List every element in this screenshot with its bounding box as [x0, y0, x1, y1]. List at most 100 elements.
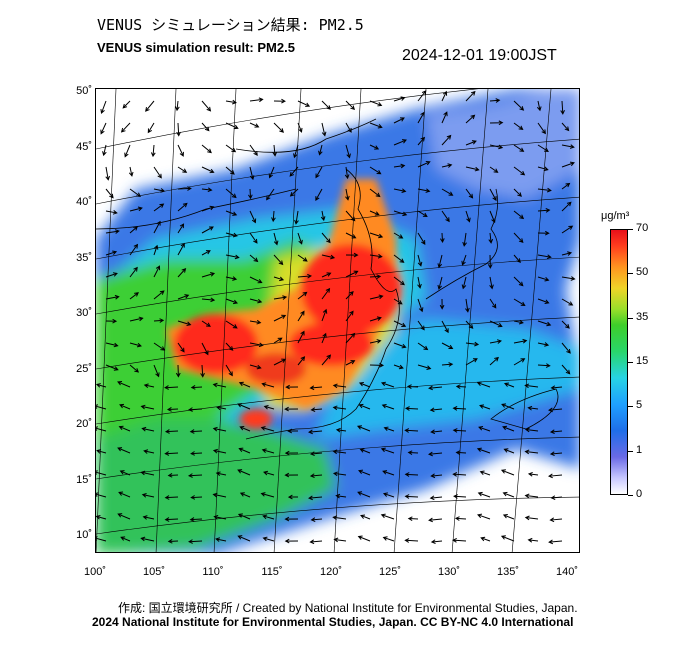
wind-arrow [96, 492, 107, 498]
wind-arrow [225, 122, 239, 130]
wind-arrow [513, 166, 526, 176]
wind-arrow [237, 403, 251, 410]
wind-arrow [177, 144, 184, 157]
wind-arrow [225, 254, 240, 260]
wind-arrow [321, 232, 331, 244]
wind-arrow [297, 273, 312, 279]
wind-arrow [380, 447, 395, 454]
wind-arrow [537, 363, 551, 368]
wind-arrow [141, 426, 155, 432]
wind-arrow [201, 297, 216, 303]
wind-arrow [129, 316, 144, 322]
wind-arrow [369, 210, 380, 216]
wind-arrow [487, 254, 493, 269]
wind-arrow [201, 100, 212, 112]
wind-arrow [404, 472, 419, 477]
wind-arrow [489, 98, 501, 103]
wind-arrow [333, 537, 347, 543]
wind-arrow [369, 339, 382, 344]
wind-arrow [476, 447, 491, 454]
wind-arrow [369, 100, 383, 107]
wind-arrow [129, 342, 142, 348]
wind-arrow [369, 144, 380, 150]
wind-arrow [332, 449, 347, 455]
wind-arrow [465, 298, 470, 313]
wind-arrow [503, 448, 515, 454]
wind-arrow [177, 202, 188, 212]
wind-arrow [177, 186, 192, 191]
wind-arrow [429, 495, 443, 501]
wind-arrow [177, 242, 185, 256]
wind-arrow [273, 295, 288, 300]
wind-arrow [105, 210, 118, 215]
wind-arrow [407, 516, 419, 522]
wind-arrow [345, 270, 359, 278]
wind-arrow [201, 272, 216, 278]
longitude-label: 140˚ [555, 566, 579, 578]
wind-arrow [417, 232, 426, 245]
wind-arrow [100, 100, 107, 115]
wind-arrow [345, 291, 354, 300]
wind-arrow [212, 426, 227, 432]
wind-arrow [536, 100, 542, 112]
wind-arrow [465, 166, 480, 172]
wind-arrow [249, 364, 262, 370]
wind-arrow [465, 140, 477, 146]
wind-arrow [238, 447, 251, 454]
wind-arrow [143, 383, 155, 389]
wind-arrow [321, 354, 332, 366]
wind-arrow [439, 298, 445, 310]
wind-arrow [524, 515, 539, 521]
wind-arrow [455, 450, 467, 455]
wind-arrow [549, 517, 563, 523]
wind-arrow [430, 429, 443, 435]
wind-arrow [190, 451, 203, 456]
copyright-line: 2024 National Institute for Environmenta… [92, 615, 574, 629]
wind-arrow [550, 495, 563, 501]
wind-arrow [369, 274, 382, 279]
wind-arrow [489, 356, 499, 366]
wind-arrow [96, 383, 107, 388]
wind-arrow [153, 318, 165, 323]
wind-arrow [119, 470, 131, 476]
wind-arrow [417, 298, 424, 313]
wind-arrow [164, 495, 179, 500]
wind-arrow [225, 364, 233, 377]
wind-arrow [268, 166, 275, 179]
wind-arrow [369, 253, 383, 259]
wind-arrow [293, 144, 299, 159]
longitude-label: 110˚ [202, 566, 224, 578]
longitude-label: 100˚ [83, 566, 107, 578]
wind-arrow [382, 470, 395, 476]
wind-arrow [358, 382, 371, 388]
wind-arrow [266, 188, 275, 201]
longitude-label: 130˚ [437, 566, 461, 578]
colorbar-unit: μg/m³ [601, 210, 630, 222]
wind-arrow [479, 470, 491, 476]
wind-arrow [150, 144, 156, 158]
wind-arrow [145, 100, 155, 112]
wind-arrow [321, 254, 336, 260]
wind-arrow [548, 539, 563, 545]
forecast-timestamp: 2024-12-01 19:00JST [402, 47, 557, 64]
wind-arrow [102, 144, 107, 157]
wind-arrow [479, 404, 491, 410]
wind-arrow [190, 495, 203, 500]
wind-arrow [105, 229, 120, 234]
wind-arrow [513, 188, 522, 197]
wind-arrow [441, 342, 454, 350]
wind-arrow [215, 471, 227, 477]
wind-arrow [96, 536, 107, 542]
wind-arrow [129, 292, 139, 300]
wind-arrow [345, 232, 357, 239]
wind-arrow [105, 318, 118, 324]
wind-arrow [501, 403, 515, 410]
wind-arrow [284, 516, 299, 522]
wind-arrow [249, 319, 262, 325]
wind-arrow [477, 491, 491, 498]
wind-arrow [190, 385, 203, 390]
wind-arrow [441, 362, 454, 367]
wind-arrow [356, 425, 371, 432]
wind-arrow [177, 223, 185, 234]
wind-arrow [297, 291, 308, 300]
